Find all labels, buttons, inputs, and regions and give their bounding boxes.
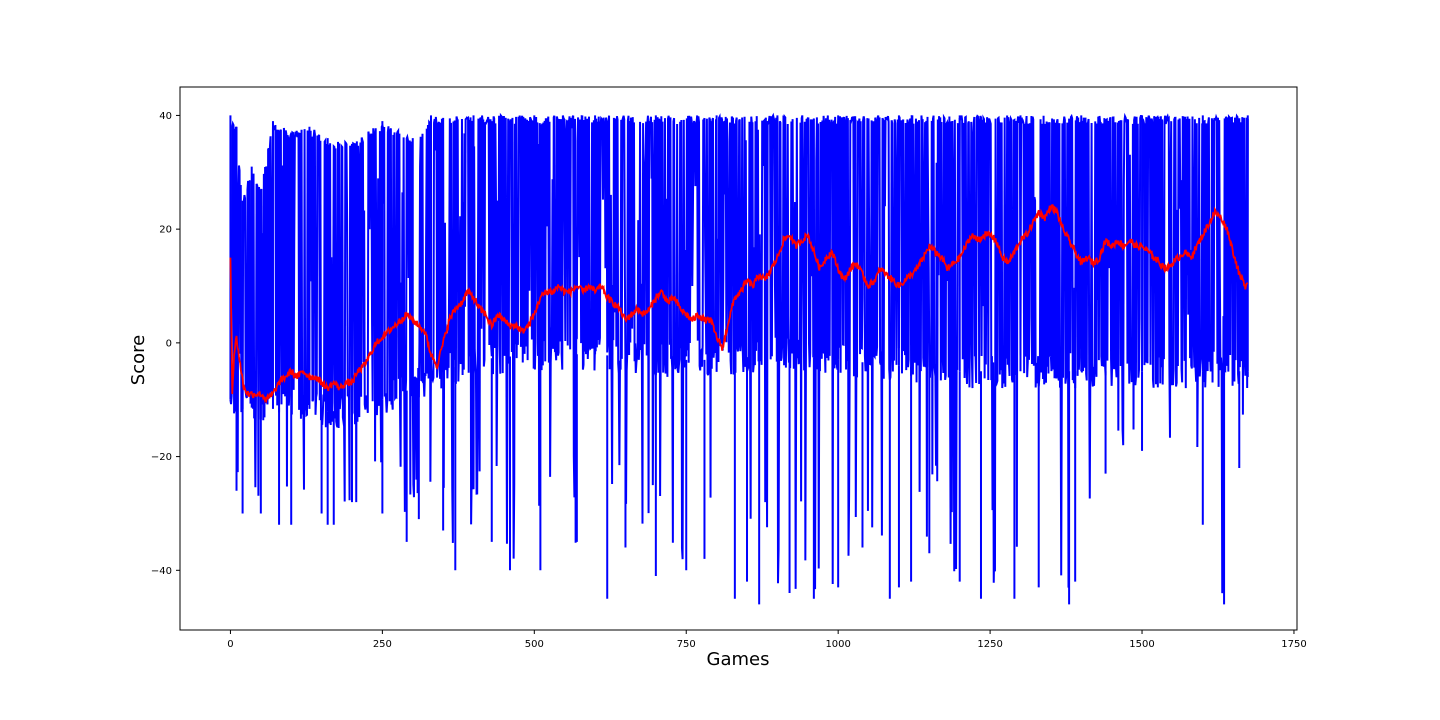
x-tick-label: 750 bbox=[677, 639, 696, 650]
x-tick-label: 1250 bbox=[977, 639, 1002, 650]
y-tick-label: −40 bbox=[151, 566, 172, 577]
x-tick-label: 250 bbox=[373, 639, 392, 650]
y-tick-label: 0 bbox=[166, 338, 172, 349]
x-tick-label: 1500 bbox=[1129, 639, 1154, 650]
x-tick-label: 1750 bbox=[1281, 639, 1306, 650]
y-tick-label: 40 bbox=[159, 111, 172, 122]
x-tick-label: 0 bbox=[227, 639, 233, 650]
x-axis-ticks: 0 250 500 750 1000 1250 1500 1750 bbox=[227, 630, 1307, 650]
x-tick-label: 1000 bbox=[825, 639, 850, 650]
mean-score-line bbox=[229, 204, 1249, 404]
raw-score-series bbox=[229, 112, 1249, 605]
y-tick-label: −20 bbox=[151, 452, 172, 463]
plot-frame bbox=[179, 86, 1298, 631]
mean-score-series bbox=[229, 204, 1249, 404]
y-tick-label: 20 bbox=[159, 225, 172, 236]
y-axis-ticks: −40 −20 0 20 40 bbox=[151, 111, 180, 577]
raw-score-line bbox=[229, 112, 1249, 594]
x-tick-label: 500 bbox=[525, 639, 544, 650]
x-axis-label: Games bbox=[707, 649, 770, 670]
y-axis-label: Score bbox=[128, 335, 149, 385]
